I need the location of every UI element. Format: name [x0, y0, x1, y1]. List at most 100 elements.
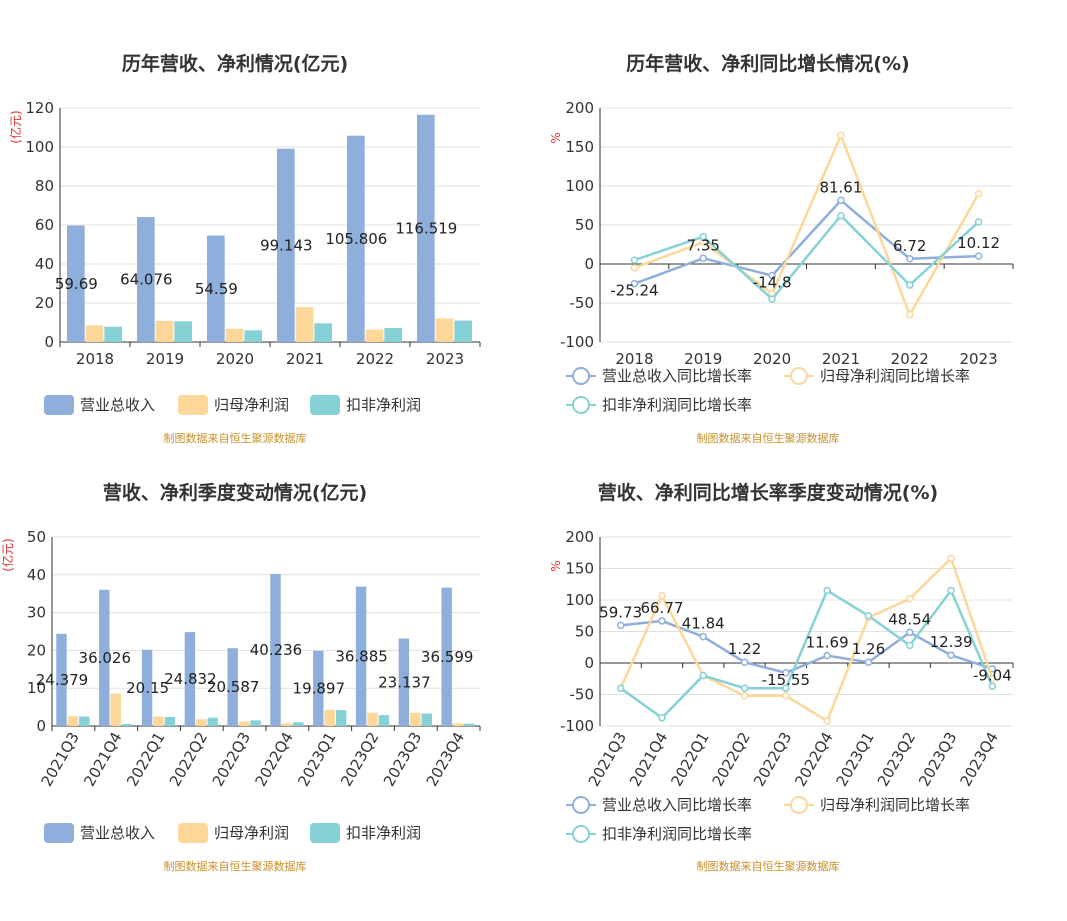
quarter-amount-data-label: 24.832 [164, 670, 217, 688]
quarter-amount-legend-swatch[interactable] [178, 823, 208, 843]
annual-growth-data-label: 7.35 [687, 236, 720, 254]
annual-growth-point-s1 [630, 264, 639, 272]
quarter-growth-y-tick-label: 200 [565, 528, 594, 546]
annual-amount-legend-swatch[interactable] [310, 395, 340, 415]
quarter-growth-legend-marker[interactable] [790, 796, 808, 814]
annual-growth-chart: 历年营收、净利同比增长情况(%)% -100 -50 0 50 100 150 200 2018… [549, 52, 1014, 445]
annual-growth-legend-label[interactable]: 扣非净利润同比增长率 [602, 396, 752, 414]
annual-amount-legend-label[interactable]: 扣非净利润 [346, 396, 421, 414]
quarter-growth-x-tick-label: 2021Q4 [626, 729, 671, 790]
annual-growth-x-tick-label: 2023 [959, 350, 997, 368]
quarter-amount-legend-swatch[interactable] [44, 823, 74, 843]
annual-growth-y-tick-label: -100 [560, 333, 594, 351]
annual-amount-data-label: 54.59 [195, 280, 238, 298]
annual-growth-point-s2 [768, 295, 776, 303]
quarter-amount-x-tick-label: 2023Q4 [423, 729, 468, 790]
quarter-amount-bar-s1 [196, 719, 207, 726]
quarter-growth-legend-marker[interactable] [572, 796, 590, 814]
annual-growth-point-s0 [768, 271, 776, 280]
quarter-amount-bar-s0 [313, 650, 324, 726]
annual-amount-y-tick-label: 20 [35, 294, 54, 312]
annual-amount-bar-s1 [225, 328, 244, 342]
annual-amount-unit-label: (亿元) [8, 110, 23, 143]
quarter-growth-point-s2 [988, 682, 997, 691]
quarter-growth-point-s2 [947, 586, 955, 595]
annual-growth-x-tick-label: 2020 [753, 350, 791, 368]
quarter-growth-legend-label[interactable]: 扣非净利润同比增长率 [602, 825, 752, 843]
annual-amount-bar-s2 [244, 330, 262, 342]
quarter-growth-data-label: 48.54 [888, 610, 931, 628]
annual-amount-y-tick-label: 120 [25, 99, 54, 117]
quarter-amount-legend-label[interactable]: 扣非净利润 [346, 824, 421, 842]
quarter-growth-title: 营收、净利同比增长率季度变动情况(%) [598, 481, 938, 504]
quarter-growth-point-s0 [823, 651, 831, 660]
quarter-amount-x-tick-label: 2021Q3 [38, 729, 83, 790]
quarter-growth-data-label: 11.69 [806, 634, 849, 652]
quarter-amount-bar-s0 [398, 638, 410, 726]
annual-growth-legend-marker[interactable] [572, 396, 590, 414]
quarter-amount-legend-label[interactable]: 营业总收入 [80, 824, 155, 842]
quarter-amount-bar-s0 [441, 587, 452, 726]
annual-amount-bar-s0 [67, 225, 85, 342]
annual-growth-point-s0 [974, 252, 983, 260]
annual-growth-x-tick-label: 2019 [684, 350, 722, 368]
quarter-growth-y-tick-label: 50 [575, 623, 594, 641]
annual-growth-legend-marker[interactable] [790, 367, 808, 385]
quarter-growth-line-s1 [619, 556, 994, 723]
quarter-amount-bar-s0 [227, 648, 238, 726]
quarter-growth-point-s1 [658, 591, 666, 600]
annual-growth-legend-marker[interactable] [572, 367, 590, 385]
quarter-amount-bar-s0 [355, 586, 367, 726]
quarter-growth-legend-marker[interactable] [572, 825, 590, 843]
quarter-amount-data-label: 20.15 [126, 679, 169, 697]
annual-amount-chart: 历年营收、净利情况(亿元) (亿元) 0 20 40 60 80 100 120 2018 2019… [8, 52, 481, 445]
annual-growth-point-s1 [974, 190, 983, 198]
quarter-growth-point-s2 [616, 684, 625, 692]
quarter-growth-y-tick-label: 150 [565, 560, 594, 578]
quarter-amount-data-label: 36.026 [79, 649, 132, 667]
quarter-amount-unit-label: (亿元) [0, 538, 15, 571]
annual-amount-data-label: 59.69 [55, 275, 98, 293]
annual-growth-source-note: 制图数据来自恒生聚源数据库 [697, 431, 840, 445]
annual-growth-point-s2 [699, 232, 707, 241]
annual-growth-data-label: -25.24 [610, 282, 658, 300]
annual-growth-legend-label[interactable]: 归母净利润同比增长率 [820, 367, 970, 385]
annual-growth-unit-label: % [549, 132, 563, 143]
quarter-amount-bar-s1 [281, 723, 293, 726]
quarter-growth-x-tick-label: 2022Q4 [791, 729, 836, 790]
quarter-amount-bar-s1 [110, 693, 121, 726]
quarter-growth-point-s0 [947, 651, 955, 659]
quarter-amount-y-tick-label: 40 [27, 566, 46, 584]
quarter-amount-legend-swatch[interactable] [310, 823, 340, 843]
annual-growth-legend-label[interactable]: 营业总收入同比增长率 [602, 367, 752, 385]
quarter-growth-data-label: 59.73 [599, 603, 642, 621]
quarter-amount-bar-s2 [207, 717, 218, 726]
annual-amount-legend-label[interactable]: 归母净利润 [214, 396, 289, 414]
annual-amount-bar-s0 [417, 114, 435, 342]
quarter-amount-legend-label[interactable]: 归母净利润 [214, 824, 289, 842]
quarter-growth-legend-label[interactable]: 营业总收入同比增长率 [602, 796, 752, 814]
quarter-growth-x-tick-label: 2023Q1 [833, 729, 878, 790]
annual-growth-data-label: 81.61 [819, 178, 862, 196]
annual-growth-data-label: -14.8 [753, 274, 792, 292]
quarter-amount-bar-s0 [99, 589, 110, 726]
quarter-growth-x-tick-label: 2021Q3 [585, 729, 630, 790]
quarter-amount-data-label: 24.379 [36, 671, 89, 689]
annual-amount-legend-label[interactable]: 营业总收入 [80, 396, 155, 414]
quarter-growth-data-label: 1.26 [852, 640, 885, 658]
annual-amount-legend-swatch[interactable] [178, 395, 208, 415]
annual-amount-bar-s2 [454, 320, 472, 342]
quarter-growth-point-s0 [699, 632, 707, 641]
annual-amount-y-tick-label: 100 [25, 138, 54, 156]
annual-amount-data-label: 116.519 [395, 219, 457, 237]
quarter-amount-x-tick-label: 2023Q1 [294, 729, 339, 790]
annual-amount-legend-swatch[interactable] [44, 395, 74, 415]
quarter-amount-bar-s2 [250, 720, 261, 726]
quarter-growth-point-s0 [782, 669, 790, 677]
annual-growth-title: 历年营收、净利同比增长情况(%) [626, 52, 909, 75]
quarter-growth-legend-label[interactable]: 归母净利润同比增长率 [820, 796, 970, 814]
quarter-amount-data-label: 19.897 [293, 679, 346, 697]
annual-amount-x-tick-label: 2021 [286, 350, 324, 368]
annual-amount-data-label: 105.806 [325, 230, 387, 248]
quarter-amount-x-tick-label: 2022Q3 [209, 729, 254, 790]
